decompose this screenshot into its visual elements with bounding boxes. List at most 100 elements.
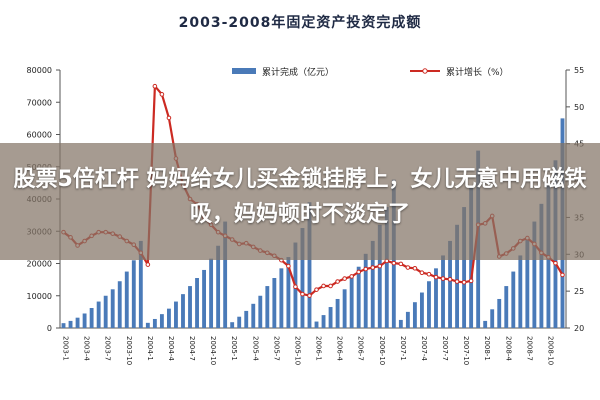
right-tick-label: 20 (574, 324, 584, 333)
growth-point (328, 283, 333, 289)
bar (455, 224, 460, 328)
overlay-caption-band (0, 143, 600, 260)
bar (462, 207, 467, 328)
right-tick-label: 50 (574, 103, 584, 112)
growth-point (342, 276, 347, 281)
x-tick-label: 2005-4 (251, 336, 259, 361)
legend-line-label: 累计增长（%） (446, 66, 509, 78)
growth-point (454, 279, 460, 284)
left-tick-label: 0 (47, 324, 52, 333)
growth-point (152, 83, 158, 89)
x-tick-label: 2005-1 (230, 336, 238, 361)
bar (384, 207, 389, 328)
growth-point (159, 92, 165, 97)
bar (525, 239, 530, 328)
legend-line-marker (422, 68, 428, 74)
bar (124, 271, 129, 328)
bar (405, 311, 410, 328)
x-tick-label: 2004-10 (209, 336, 217, 365)
legend-bar-label: 累计完成（亿元） (262, 66, 334, 78)
bar (209, 258, 214, 328)
x-tick-label: 2003-7 (104, 336, 112, 361)
bar (335, 298, 340, 328)
bar (258, 295, 263, 328)
x-tick-label: 2008-1 (483, 336, 491, 361)
x-tick-label: 2005-10 (293, 336, 301, 365)
bar (321, 315, 326, 328)
bar (398, 319, 403, 328)
bar (532, 221, 537, 328)
bar (342, 289, 347, 328)
bar (174, 301, 178, 328)
right-tick-label: 25 (574, 287, 584, 296)
growth-point (461, 279, 467, 285)
legend-bar-swatch (232, 68, 256, 74)
bar (251, 303, 256, 328)
growth-point (321, 283, 326, 289)
growth-point (335, 279, 340, 284)
bar (427, 281, 431, 328)
growth-point (398, 261, 404, 267)
bar (75, 317, 80, 328)
growth-point (412, 265, 418, 271)
bar (166, 308, 171, 328)
bar (441, 255, 445, 328)
x-tick-label: 2004-1 (146, 336, 154, 361)
left-tick-label: 60000 (27, 131, 52, 140)
x-tick-label: 2006-4 (336, 336, 344, 361)
bar (237, 316, 242, 328)
x-tick-label: 2003-10 (125, 336, 133, 365)
x-tick-label: 2008-10 (546, 336, 554, 365)
bar (265, 286, 270, 328)
right-tick-label: 55 (574, 66, 584, 75)
growth-point (377, 263, 383, 269)
bar (61, 323, 66, 328)
growth-point (433, 274, 439, 280)
bar (159, 314, 164, 328)
growth-point (293, 284, 298, 290)
bar (412, 302, 417, 328)
growth-point (419, 270, 425, 276)
bar (279, 268, 284, 328)
bar (202, 269, 207, 328)
bar (518, 255, 523, 328)
bar (448, 240, 452, 328)
bar (117, 281, 122, 328)
bar (89, 308, 94, 328)
bar (131, 260, 136, 328)
x-tick-label: 2007-1 (399, 336, 407, 361)
bar (138, 240, 143, 328)
bar (96, 301, 101, 328)
bar (307, 202, 312, 328)
bar (539, 203, 544, 328)
chart-title: 2003-2008年固定资产投资完成额 (178, 15, 422, 31)
bar (103, 295, 108, 328)
left-tick-label: 20000 (27, 260, 52, 269)
bar (82, 313, 87, 328)
growth-point (447, 277, 453, 282)
bar (110, 289, 115, 328)
bar (511, 271, 516, 328)
growth-point (286, 263, 291, 269)
growth-point (363, 266, 369, 272)
x-tick-label: 2006-10 (378, 336, 386, 365)
growth-point (370, 265, 376, 270)
bar (349, 278, 354, 328)
bar (188, 286, 192, 328)
bar (272, 278, 277, 328)
bar (504, 286, 509, 328)
growth-point (426, 271, 432, 277)
left-tick-label: 70000 (27, 98, 52, 107)
bar (68, 320, 73, 328)
x-tick-label: 2004-4 (167, 336, 175, 361)
growth-point (553, 260, 558, 266)
bar (314, 321, 319, 328)
x-tick-label: 2004-7 (188, 336, 196, 361)
bar (419, 292, 424, 328)
bar (434, 268, 438, 328)
bar (145, 322, 150, 328)
bar (356, 266, 361, 328)
bar (490, 309, 495, 328)
growth-point (314, 287, 319, 292)
x-tick-label: 2003-4 (83, 336, 91, 361)
